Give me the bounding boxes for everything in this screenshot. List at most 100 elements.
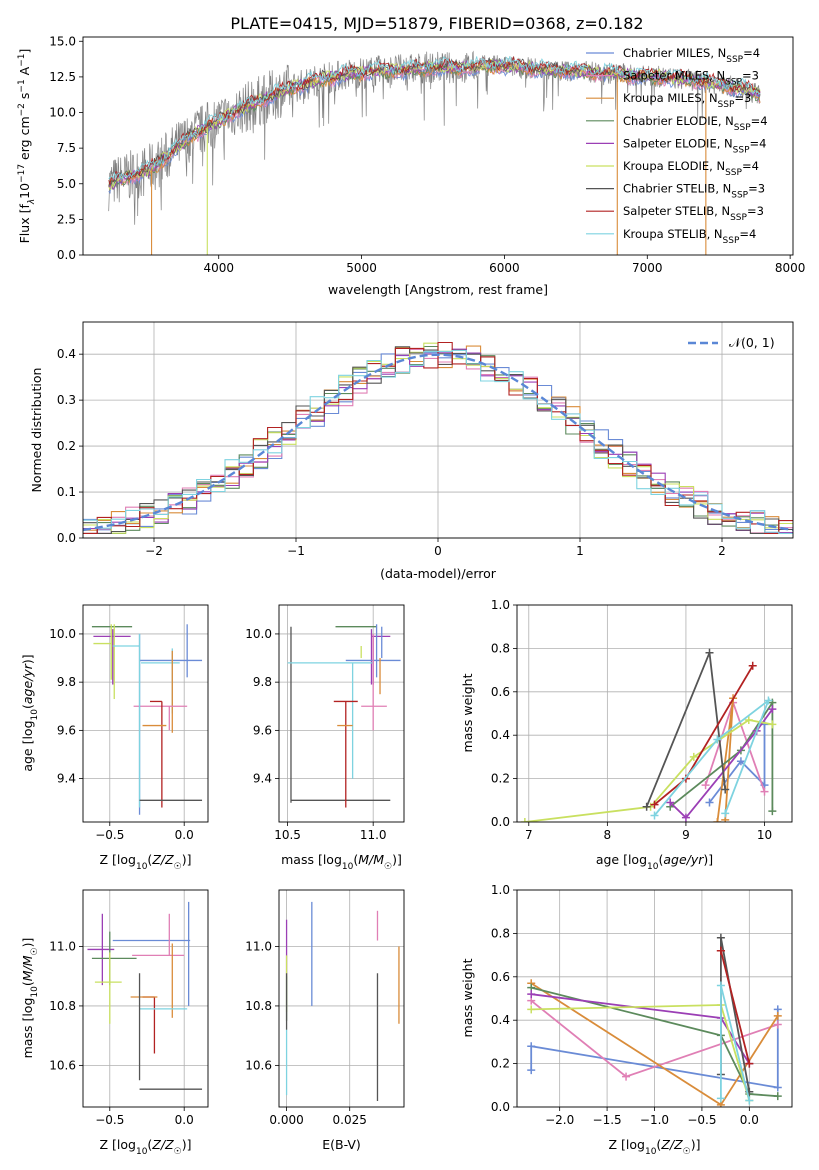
label-part: )] [20, 938, 35, 948]
x-tick-label: 0.025 [333, 1113, 367, 1127]
x-tick-label: 0.0 [740, 1113, 759, 1127]
x-axis-label: Z [log10(Z/Z☉)] [100, 1137, 192, 1157]
y-axis-label: Flux [fλ10−17 erg cm−2 s−1 A−1] [17, 49, 37, 244]
plus-marker [716, 946, 725, 955]
y-tick-label: 0.2 [491, 772, 510, 786]
label-part: ( [20, 981, 35, 986]
label-part: SSP [726, 55, 743, 65]
plus-marker [736, 757, 745, 766]
label-part: ☉ [174, 862, 182, 872]
plus-marker [713, 735, 722, 744]
mass-weight-line [720, 937, 751, 1092]
label-part: ☉ [30, 947, 40, 955]
y-tick-label: 9.6 [57, 723, 76, 737]
y-tick-label: 15.0 [49, 34, 76, 48]
label-part: =3 [748, 182, 765, 196]
x-axis-label: Z [log10(Z/Z☉)] [100, 852, 192, 872]
y-tick-label: 0.1 [57, 485, 76, 499]
legend-entry: Kroupa STELIB, NSSP=4 [623, 227, 756, 246]
y-tick-label: 0.0 [57, 248, 76, 262]
x-tick-label: 8 [604, 828, 612, 842]
plus-marker [681, 813, 690, 822]
axes-frame [82, 321, 794, 539]
y-tick-label: 9.8 [57, 675, 76, 689]
label-part: Flux [f [17, 204, 32, 244]
label-part: age/yr [20, 663, 35, 704]
x-tick-label: −0.5 [687, 1113, 716, 1127]
plot-area [91, 624, 203, 815]
axes-mass-vs-EBV: 0.000 0.025 10.6 10.8 11.0 E(B-V) [245, 889, 405, 1152]
label-part: 10 [136, 1147, 148, 1157]
y-tick-label: 5.0 [57, 177, 76, 191]
label-part: =4 [751, 114, 768, 128]
plot-layer: 4000 5000 6000 7000 80000.02.55.07.510.012.5… [17, 34, 805, 1157]
y-tick-label: 10.0 [245, 627, 272, 641]
label-part: SSP [725, 78, 742, 88]
x-tick-label: 0.000 [269, 1113, 303, 1127]
label-part: Z [log [609, 1137, 645, 1152]
label-part: 10 [30, 986, 40, 998]
y-tick-label: 0.6 [491, 685, 510, 699]
label-part: Z [log [100, 852, 136, 867]
legend-entry: Salpeter MILES, NSSP=3 [623, 69, 759, 88]
x-tick-label: 9 [682, 828, 690, 842]
label-part: SSP [733, 145, 750, 155]
mass-weight-line [669, 708, 774, 820]
label-part: Kroupa MILES, N [623, 91, 718, 105]
plot-area [285, 901, 400, 1102]
y-axis-label: Normed distribution [29, 368, 44, 493]
y-tick-label: 10.8 [245, 999, 272, 1013]
label-part: )] [182, 1137, 192, 1152]
plus-marker [705, 648, 714, 657]
x-tick-label: 6000 [489, 261, 520, 275]
label-part: )] [20, 654, 35, 664]
label-part: ( [147, 1137, 152, 1152]
label-part: ☉ [384, 862, 392, 872]
axes-frame [82, 604, 209, 823]
label-part: 10 [342, 862, 354, 872]
y-tick-label: 9.4 [57, 772, 76, 786]
plus-marker [716, 933, 725, 942]
x-tick-label: 11.0 [360, 828, 387, 842]
label-part: s [17, 93, 32, 104]
label-part: M/M [358, 852, 384, 867]
model-spectrum-line [108, 56, 761, 181]
x-axis-label: (data-model)/error [380, 566, 497, 581]
label-part: M/M [20, 955, 35, 981]
x-tick-label: 7000 [632, 261, 663, 275]
plus-marker [744, 716, 753, 725]
y-tick-label: 10.0 [49, 106, 76, 120]
plus-marker [622, 1072, 631, 1081]
plus-marker [760, 787, 769, 796]
plot-area [527, 933, 782, 1107]
plot-area [83, 341, 793, 534]
axes-frame [82, 889, 209, 1108]
y-tick-label: 0.6 [491, 970, 510, 984]
label-part: Salpeter ELODIE, N [623, 136, 733, 150]
y-axis-label: age [log10(age/yr)] [20, 654, 40, 771]
y-tick-label: 0.3 [57, 393, 76, 407]
label-part: Z [log [100, 1137, 136, 1152]
axes-spectrum: 4000 5000 6000 7000 8000 0.0 2.5 5.0 7.5 10.0 12.5… [17, 34, 805, 297]
label-part: Kroupa STELIB, N [623, 227, 723, 241]
plus-marker [773, 1092, 782, 1101]
y-tick-label: 0.4 [491, 728, 510, 742]
mass-weight-line [653, 697, 771, 817]
label-part: A [17, 66, 32, 79]
plus-marker [768, 807, 777, 816]
y-tick-label: 9.6 [253, 723, 272, 737]
legend-entry: Chabrier MILES, NSSP=4 [623, 46, 760, 65]
plus-marker [745, 1096, 754, 1105]
x-tick-label: 7 [525, 828, 533, 842]
label-part: ☉ [683, 1147, 691, 1157]
plus-marker [689, 752, 698, 761]
x-tick-label: −2 [145, 544, 163, 558]
label-part: Z/Z [660, 1137, 683, 1152]
label-part: =4 [743, 46, 760, 60]
plot-area [520, 648, 777, 822]
plus-marker [713, 818, 722, 822]
y-tick-label: 11.0 [245, 939, 272, 953]
y-tick-label: 9.8 [253, 675, 272, 689]
plus-marker [716, 1094, 725, 1103]
